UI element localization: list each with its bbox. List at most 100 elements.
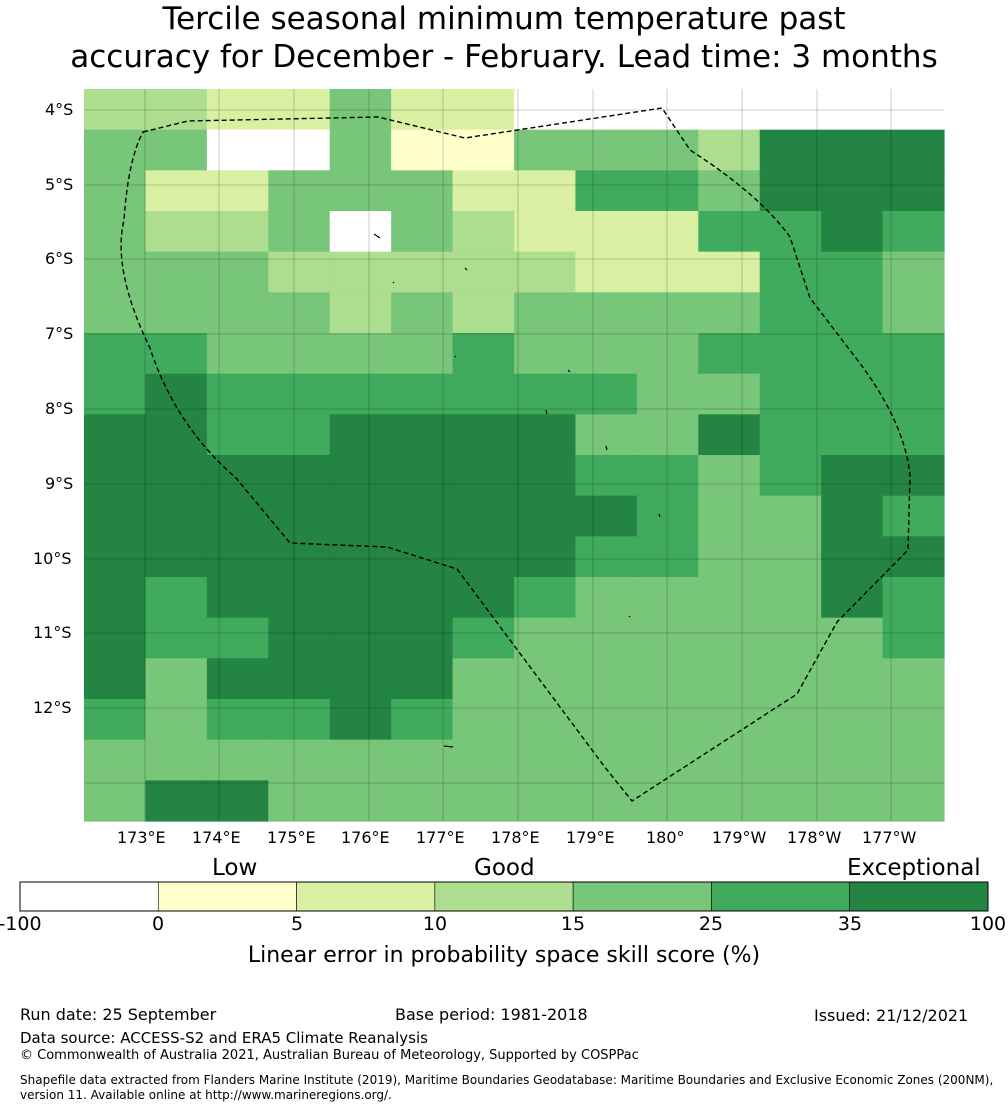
island [605,445,608,451]
lat-label: 5°S [45,175,74,194]
grid-cell [514,292,577,334]
grid-cell [514,495,577,537]
colorbar-swatch [849,881,989,912]
grid-cell [452,658,515,700]
issued-date: Issued: 21/12/2021 [814,1006,969,1025]
grid-cell [575,780,638,822]
grid-cell [329,455,392,497]
grid-cell [698,780,761,822]
grid-cell [268,617,331,659]
grid-cell [821,617,884,659]
grid-cell [329,495,392,537]
grid-cell [391,89,454,131]
title-line-1: Tercile seasonal minimum temperature pas… [162,1,846,37]
grid-cell [636,495,699,537]
grid-cell [145,414,208,456]
lat-label: 10°S [33,549,72,568]
grid-cell [84,536,147,578]
grid-cell [575,89,638,131]
grid-cell [514,780,577,822]
grid-cell [698,699,761,741]
grid-cell [391,414,454,456]
grid-cell [206,414,269,456]
grid-cell [575,170,638,212]
title-line-2: accuracy for December - February. Lead t… [70,39,938,75]
grid-cell [145,170,208,212]
base-period: Base period: 1981-2018 [395,1005,588,1024]
grid-cell [575,495,638,537]
grid-cell [698,373,761,415]
grid-cell [882,617,945,659]
grid-cell [452,251,515,293]
grid-cell [206,577,269,619]
grid-cell [391,170,454,212]
grid-cell [514,455,577,497]
grid-cell [391,699,454,741]
grid-cell [145,739,208,781]
grid-cell [452,414,515,456]
grid-cell [514,699,577,741]
islands [373,233,661,748]
grid-cell [636,617,699,659]
lon-label: 176°E [341,828,390,847]
grid-cell [698,455,761,497]
grid-cell [206,251,269,293]
grid-cell [84,129,147,171]
lat-label: 6°S [45,249,74,268]
grid-cell [514,373,577,415]
grid-cell [452,129,515,171]
grid-cell [882,780,945,822]
grid-cell [882,251,945,293]
grid-cell [145,292,208,334]
grid-cell [698,211,761,253]
grid-cell [882,373,945,415]
grid-cell [821,211,884,253]
grid-cell [759,170,822,212]
colorbar-swatch [157,881,297,912]
grid-cell [882,455,945,497]
grid-cell [329,89,392,131]
grid-cell [329,211,392,253]
lat-label: 7°S [45,324,74,343]
grid-cell [391,739,454,781]
grid-cell [636,129,699,171]
lon-label: 179°E [566,828,615,847]
colorbar-tick: -100 [0,913,42,935]
grid-cell [821,495,884,537]
grid-cell [575,658,638,700]
colorbar-swatch [711,881,851,912]
grid-cell [84,211,147,253]
colorbar-tick: 0 [151,913,165,935]
grid-cell [882,211,945,253]
lon-label: 178°E [491,828,540,847]
colorbar-tick: 5 [290,913,304,935]
lon-label: 173°E [117,828,166,847]
grid-cell [452,577,515,619]
grid-cell [452,292,515,334]
grid-cell [84,617,147,659]
grid-cell [268,251,331,293]
colorbar-swatch [296,881,436,912]
grid-cell [452,333,515,375]
grid-cell [759,577,822,619]
grid-cell [514,211,577,253]
lon-label: 174°E [192,828,241,847]
grid-cell [882,89,945,131]
grid-cell [268,170,331,212]
grid-cell [391,251,454,293]
lon-label: 177°W [862,828,917,847]
grid-cell [206,333,269,375]
grid-cell [329,373,392,415]
grid-cell [636,699,699,741]
grid-cell [268,699,331,741]
grid-cell [84,373,147,415]
grid-cell [759,617,822,659]
grid-cell [391,658,454,700]
grid-cell [514,170,577,212]
grid-cell [206,699,269,741]
grid-cell [759,699,822,741]
grid-cell [759,495,822,537]
grid-cell [452,617,515,659]
grid-cell [636,211,699,253]
grid-cell [329,536,392,578]
